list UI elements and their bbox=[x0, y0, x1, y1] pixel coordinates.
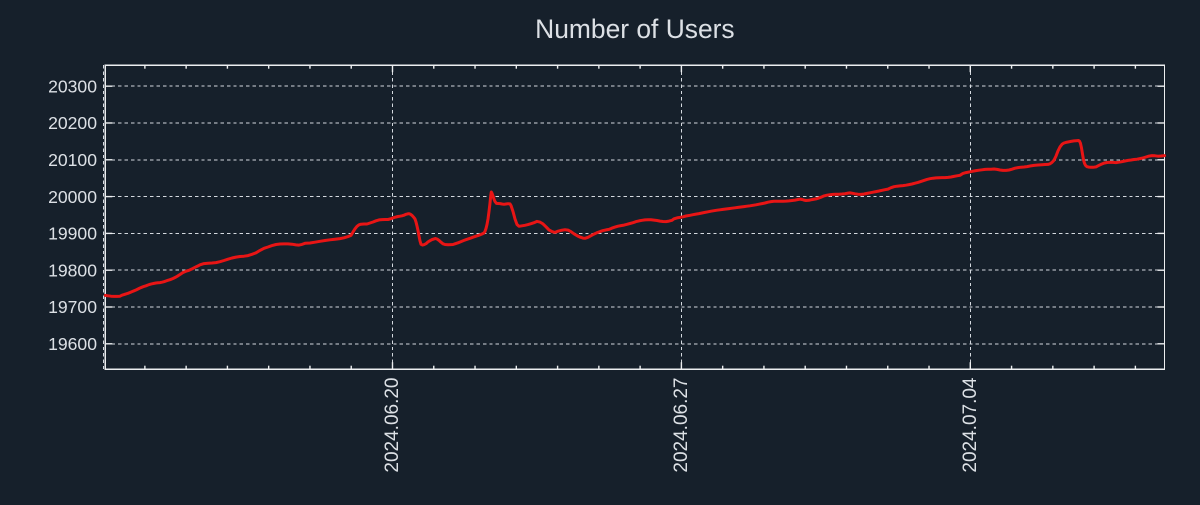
y-tick-label: 20300 bbox=[48, 76, 97, 96]
y-tick-label: 19800 bbox=[48, 260, 97, 280]
y-tick-label: 19900 bbox=[48, 224, 97, 244]
x-tick-label: 2024.06.20 bbox=[382, 378, 403, 473]
data-line-users bbox=[103, 139, 1166, 298]
x-tick-label: 2024.06.27 bbox=[671, 378, 692, 473]
y-tick-label: 19600 bbox=[48, 334, 97, 354]
x-tick-label: 2024.07.04 bbox=[960, 377, 981, 473]
chart-title: Number of Users bbox=[535, 14, 734, 44]
y-tick-label: 19700 bbox=[48, 297, 97, 317]
y-tick-label: 20000 bbox=[48, 187, 97, 207]
y-tick-label: 20100 bbox=[48, 150, 97, 170]
plot-border bbox=[104, 64, 1166, 370]
y-tick-label: 20200 bbox=[48, 113, 97, 133]
